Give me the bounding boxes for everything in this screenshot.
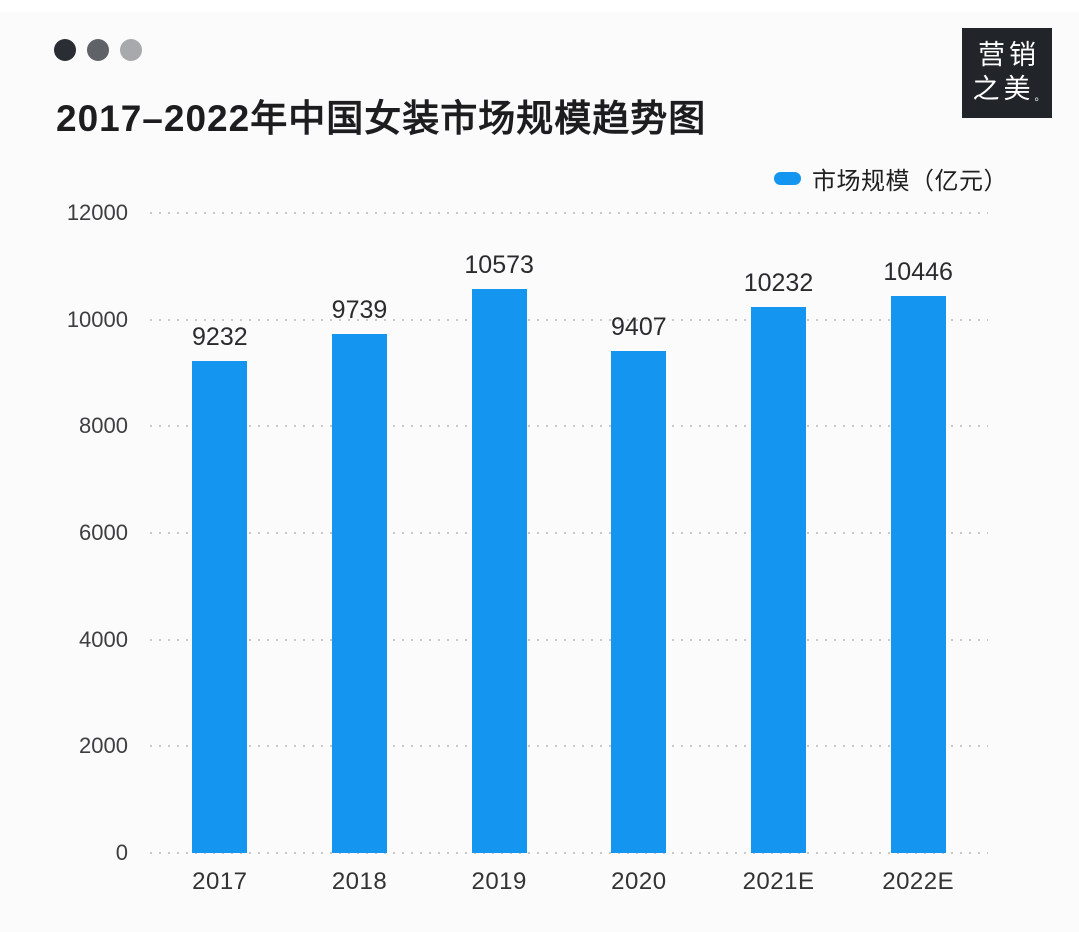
bar-slot: 9407 bbox=[569, 213, 709, 853]
brand-logo-line2-text: 之美 bbox=[972, 74, 1035, 104]
bar-slot: 10232 bbox=[709, 213, 849, 853]
gridline bbox=[150, 852, 988, 854]
bar-value-label: 10446 bbox=[883, 257, 953, 286]
legend-label: 市场规模（亿元） bbox=[812, 168, 1008, 195]
y-axis-tick-label: 10000 bbox=[66, 306, 128, 332]
brand-logo-line2: 之美。 bbox=[969, 73, 1046, 107]
gridline bbox=[150, 318, 988, 321]
window-dots bbox=[54, 39, 142, 61]
brand-logo-line1: 营销 bbox=[978, 40, 1040, 71]
bar-slot: 10446 bbox=[848, 213, 988, 853]
gridline bbox=[150, 745, 988, 748]
gridline bbox=[150, 425, 988, 428]
bar bbox=[890, 295, 946, 853]
x-axis-labels: 2017 2018 2019 2020 2021E 2022E bbox=[150, 868, 988, 896]
bar-chart-plot-area: 0 2000 4000 6000 8000 10000 12000 9232 9739 10573… bbox=[67, 200, 988, 865]
brand-logo: 营销 之美。 bbox=[962, 28, 1052, 118]
x-axis-label: 2019 bbox=[471, 868, 527, 895]
bar bbox=[750, 307, 806, 853]
y-axis-tick-label: 2000 bbox=[79, 733, 128, 759]
window-dot bbox=[87, 39, 109, 61]
bar bbox=[331, 333, 387, 853]
page-title: 2017–2022年中国女装市场规模趋势图 bbox=[56, 98, 707, 139]
bar-slot: 9232 bbox=[150, 213, 290, 853]
bar-value-label: 9407 bbox=[611, 313, 667, 342]
x-axis-label: 2021E bbox=[742, 868, 815, 895]
legend-color-swatch bbox=[774, 172, 801, 185]
gridline bbox=[150, 212, 988, 214]
bar-slot: 10573 bbox=[429, 213, 569, 853]
window-dot bbox=[120, 39, 142, 61]
gridline bbox=[150, 638, 988, 641]
bar bbox=[611, 351, 667, 853]
top-strip bbox=[0, 0, 1079, 12]
brand-logo-seal-mark: 。 bbox=[1034, 91, 1046, 103]
x-axis-label: 2017 bbox=[192, 868, 248, 895]
gridline bbox=[150, 532, 988, 534]
y-axis-tick-label: 8000 bbox=[79, 413, 128, 439]
bar bbox=[192, 360, 248, 853]
bar-slot: 9739 bbox=[290, 213, 430, 853]
bar-value-label: 9739 bbox=[331, 295, 388, 324]
x-axis-label: 2020 bbox=[611, 868, 667, 895]
x-axis-label: 2022E bbox=[882, 868, 955, 895]
y-axis-tick-label: 0 bbox=[115, 840, 128, 865]
x-axis-label: 2018 bbox=[331, 868, 388, 895]
bar bbox=[471, 289, 527, 853]
legend: 市场规模（亿元） bbox=[774, 161, 1008, 196]
y-axis-tick-label: 6000 bbox=[79, 520, 128, 545]
y-axis-tick-label: 12000 bbox=[66, 200, 128, 225]
y-axis-tick-label: 4000 bbox=[79, 626, 128, 652]
bar-value-label: 9232 bbox=[192, 322, 248, 351]
bar-value-label: 10232 bbox=[743, 269, 814, 298]
bar-value-label: 10573 bbox=[464, 251, 534, 280]
window-dot bbox=[54, 39, 76, 61]
